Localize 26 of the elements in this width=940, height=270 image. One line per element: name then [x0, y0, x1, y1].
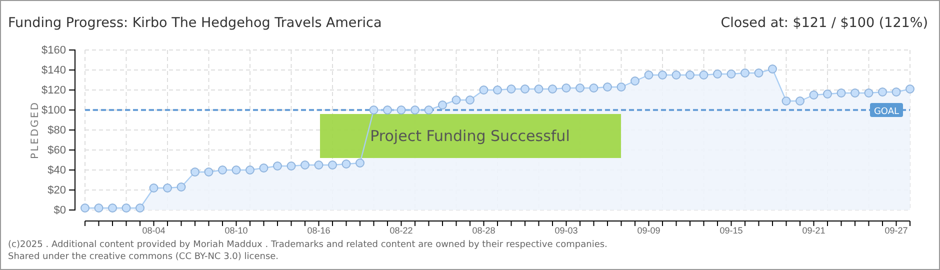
x-tick-label: 09-09 — [637, 226, 660, 236]
x-tick-label: 09-21 — [802, 226, 826, 236]
chart-title: Funding Progress: Kirbo The Hedgehog Travels America — [8, 15, 382, 31]
text: (c)2025 . Additional content provided by Moriah Maddux . Trademarks and related content are owned by their respective companies. — [8, 240, 608, 250]
text: Shared under the creative commons (CC BY-NC 3.0) license. — [8, 252, 279, 262]
x-tick-label: 09-15 — [720, 226, 743, 236]
x-tick-label: 09-27 — [884, 226, 908, 236]
x-tick-label: 08-16 — [307, 226, 330, 236]
y-tick-label: $160 — [42, 44, 66, 57]
y-tick-label: $140 — [42, 64, 66, 77]
x-tick-label: 08-10 — [224, 226, 248, 236]
x-tick-label: 08-04 — [142, 226, 166, 236]
y-tick-label: $0 — [54, 204, 66, 217]
y-tick-label: $60 — [48, 144, 66, 157]
x-tick-label: 09-03 — [554, 226, 578, 236]
chart-subtitle: Closed at: $121 / $100 (121%) — [720, 15, 928, 31]
y-axis-title: PLEDGED — [30, 101, 41, 159]
y-tick-label: $100 — [42, 104, 66, 117]
annotation: Project Funding Successful — [370, 127, 570, 145]
x-tick-label: 08-28 — [472, 226, 496, 236]
y-tick-label: $20 — [48, 184, 66, 197]
y-tick-label: $40 — [48, 164, 66, 177]
y-tick-label: $80 — [48, 124, 66, 137]
ref-line-label: GOAL — [874, 107, 900, 117]
y-tick-label: $120 — [42, 84, 66, 97]
x-tick-label: 08-22 — [390, 226, 413, 236]
